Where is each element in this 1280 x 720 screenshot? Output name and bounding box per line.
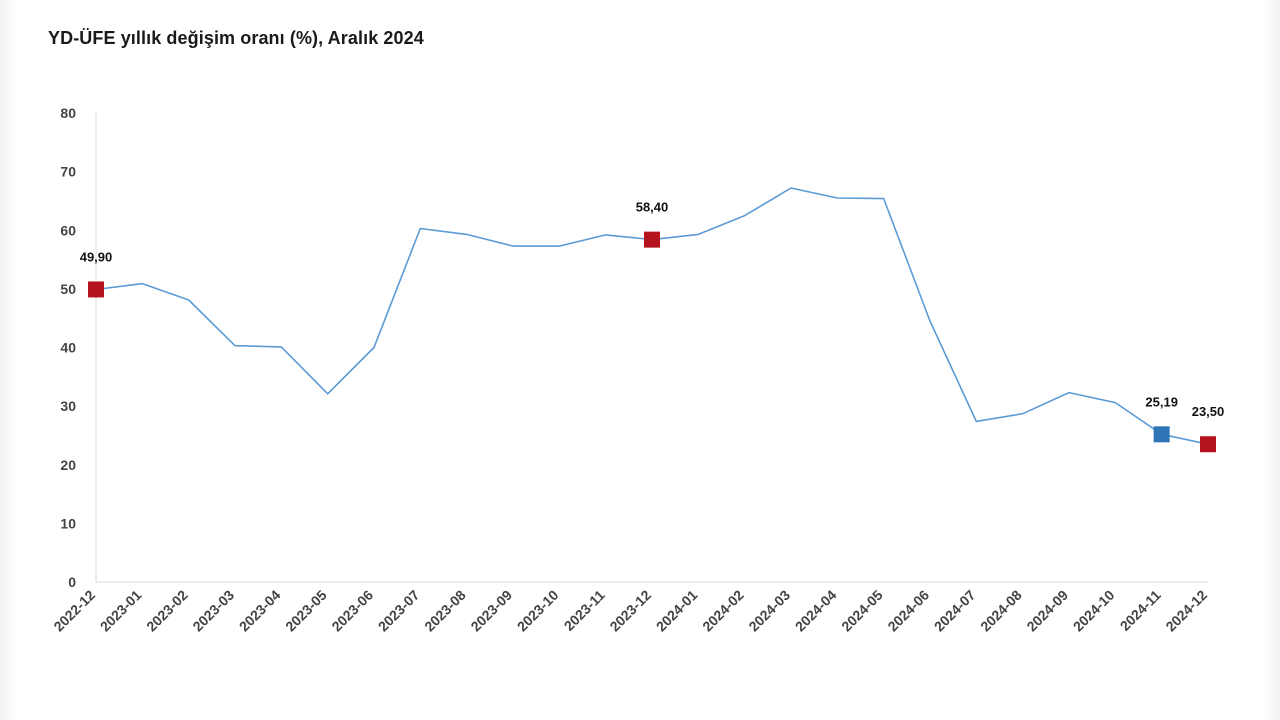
x-tick-label: 2024-12 [1162,587,1210,635]
x-tick-label: 2023-09 [467,587,515,635]
x-tick-label: 2023-02 [143,587,191,635]
x-tick-label: 2024-01 [653,587,701,635]
x-tick-label: 2023-06 [328,587,376,635]
x-tick-label: 2023-12 [606,587,654,635]
x-tick-label: 2024-03 [745,587,793,635]
x-tick-label: 2024-08 [977,587,1025,635]
x-tick-label: 2024-04 [792,587,840,635]
data-marker [88,281,104,298]
data-marker [1153,426,1170,443]
x-tick-label: 2023-05 [282,587,330,635]
series-line [95,187,1209,445]
y-tick-label: 60 [60,222,76,238]
frame-edge-left [0,0,18,720]
x-tick-label: 2023-07 [375,587,423,635]
x-tick-label: 2023-04 [236,587,284,635]
x-tick-label: 2023-03 [189,587,237,635]
y-tick-label: 80 [60,105,76,121]
data-label: 49,90 [80,249,113,264]
x-tick-label: 2023-01 [97,587,145,635]
x-tick-label: 2024-11 [1117,587,1164,634]
y-tick-label: 10 [60,515,76,531]
data-marker [1200,436,1216,453]
x-tick-label: 2024-07 [931,587,979,635]
y-tick-label: 30 [60,398,76,414]
x-tick-label: 2024-05 [838,587,886,635]
x-tick-label: 2023-10 [514,587,562,635]
x-tick-label: 2023-11 [561,587,608,634]
chart-title: YD-ÜFE yıllık değişim oranı (%), Aralık … [48,28,424,48]
x-tick-label: 2024-06 [884,587,932,635]
data-marker [644,231,660,248]
data-label: 25,19 [1145,394,1178,409]
y-tick-label: 70 [60,164,76,180]
x-tick-label: 2024-10 [1070,587,1118,635]
frame-edge-right [1262,0,1280,720]
x-tick-label: 2024-02 [699,587,747,635]
data-label: 58,40 [636,200,669,215]
y-tick-label: 50 [60,281,76,297]
x-tick-label: 2024-09 [1023,587,1071,635]
data-label: 23,50 [1192,404,1225,419]
y-tick-label: 0 [68,574,76,590]
x-tick-label: 2023-08 [421,587,469,635]
y-tick-label: 40 [60,340,76,356]
x-tick-label: 2022-12 [50,587,98,635]
y-tick-label: 20 [60,457,76,473]
